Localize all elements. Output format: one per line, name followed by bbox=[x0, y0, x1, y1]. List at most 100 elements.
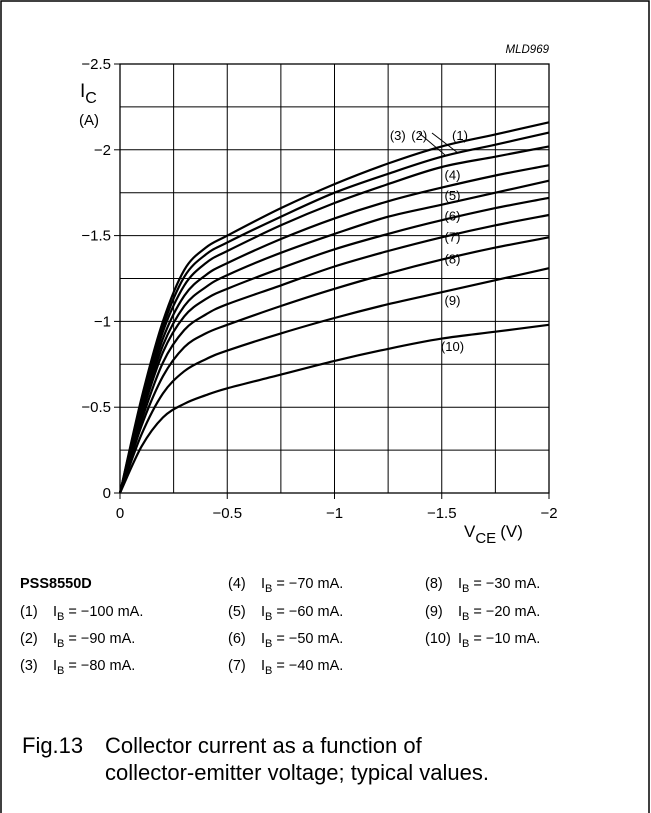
legend-sub: B bbox=[462, 583, 469, 595]
curve-4 bbox=[118, 164, 550, 494]
curve-label: (7) bbox=[445, 229, 461, 244]
legend-text: IB = −20 mA. bbox=[458, 604, 540, 623]
legend-number: (7) bbox=[228, 658, 246, 674]
curve-labels: (3) (2) (1) (4) (5) (6) (7) (8) (9) (10) bbox=[390, 128, 468, 354]
x-tick-label: −1.5 bbox=[427, 505, 457, 522]
legend-value: = −70 mA. bbox=[272, 576, 343, 592]
legend-var: I bbox=[53, 604, 57, 620]
legend-value: = −90 mA. bbox=[64, 631, 135, 647]
legend-var: I bbox=[458, 604, 462, 620]
legend-var: I bbox=[261, 658, 265, 674]
legend-sub: B bbox=[57, 665, 64, 677]
curve-5 bbox=[118, 179, 550, 494]
curve-7 bbox=[118, 213, 550, 494]
legend-var: I bbox=[53, 658, 57, 674]
caption-line-1: Collector current as a function of bbox=[105, 733, 423, 758]
legend-entry: (9) IB = −20 mA. bbox=[425, 604, 540, 623]
legend-number: (4) bbox=[228, 576, 246, 592]
leader-line-2 bbox=[431, 132, 459, 154]
legend-number: (8) bbox=[425, 576, 443, 592]
legend-sub: B bbox=[265, 665, 272, 677]
legend-value: = −80 mA. bbox=[64, 658, 135, 674]
legend-entry: (1) IB = −100 mA. bbox=[20, 604, 143, 623]
legend-var: I bbox=[261, 576, 265, 592]
x-tick-label: −1 bbox=[326, 505, 343, 522]
legend-entry: (2) IB = −90 mA. bbox=[20, 631, 135, 650]
x-axis-label: VCE (V) bbox=[464, 522, 523, 547]
legend-value: = −50 mA. bbox=[272, 631, 343, 647]
curve-2 bbox=[118, 131, 550, 494]
legend-text: IB = −80 mA. bbox=[53, 658, 135, 677]
legend-entry: (8) IB = −30 mA. bbox=[425, 576, 540, 595]
curve-label: (1) bbox=[452, 128, 468, 143]
chart-grid bbox=[120, 64, 549, 493]
legend-entry: (10) IB = −10 mA. bbox=[425, 631, 540, 650]
curve-label: (6) bbox=[445, 209, 461, 224]
y-axis-label-main: I bbox=[80, 81, 85, 102]
legend-value: = −20 mA. bbox=[469, 604, 540, 620]
legend-text: IB = −70 mA. bbox=[261, 576, 343, 595]
legend-value: = −40 mA. bbox=[272, 658, 343, 674]
x-axis-label-main: V bbox=[464, 522, 476, 541]
y-axis-label: IC bbox=[80, 81, 97, 107]
curve-label: (2) bbox=[411, 128, 427, 143]
legend-text: IB = −50 mA. bbox=[261, 631, 343, 650]
chart-series bbox=[118, 121, 550, 494]
leader-line-3 bbox=[418, 132, 446, 156]
legend-value: = −30 mA. bbox=[469, 576, 540, 592]
caption-number: Fig.13 bbox=[22, 733, 83, 758]
legend-sub: B bbox=[57, 638, 64, 650]
legend-text: IB = −100 mA. bbox=[53, 604, 143, 623]
legend-number: (3) bbox=[20, 658, 38, 674]
curve-8 bbox=[118, 236, 550, 494]
legend-entry: (7) IB = −40 mA. bbox=[228, 658, 343, 677]
curve-1 bbox=[118, 121, 550, 494]
legend: (1) IB = −100 mA.(2) IB = −90 mA.(3) IB = −… bbox=[20, 576, 540, 677]
legend-value: = −60 mA. bbox=[272, 604, 343, 620]
legend-entry: (6) IB = −50 mA. bbox=[228, 631, 343, 650]
curve-label: (3) bbox=[390, 128, 406, 143]
legend-var: I bbox=[261, 631, 265, 647]
y-tick-label: −0.5 bbox=[81, 399, 111, 416]
legend-text: IB = −60 mA. bbox=[261, 604, 343, 623]
legend-text: IB = −40 mA. bbox=[261, 658, 343, 677]
legend-entry: (5) IB = −60 mA. bbox=[228, 604, 343, 623]
y-tick-label: 0 bbox=[103, 485, 111, 502]
curve-6 bbox=[118, 196, 550, 494]
legend-var: I bbox=[458, 576, 462, 592]
legend-text: IB = −90 mA. bbox=[53, 631, 135, 650]
curve-3 bbox=[118, 145, 550, 494]
legend-entry: (3) IB = −80 mA. bbox=[20, 658, 135, 677]
legend-value: = −10 mA. bbox=[469, 631, 540, 647]
legend-sub: B bbox=[462, 611, 469, 623]
legend-number: (9) bbox=[425, 604, 443, 620]
curve-label: (8) bbox=[445, 252, 461, 267]
curve-label: (4) bbox=[445, 168, 461, 183]
legend-number: (10) bbox=[425, 631, 451, 647]
y-tick-label: −1.5 bbox=[81, 228, 111, 245]
curve-label: (10) bbox=[441, 339, 464, 354]
legend-var: I bbox=[261, 604, 265, 620]
curve-label: (5) bbox=[445, 188, 461, 203]
legend-number: (1) bbox=[20, 604, 38, 620]
curve-label: (9) bbox=[445, 293, 461, 308]
x-tick-label: −2 bbox=[540, 505, 557, 522]
device-name: PSS8550D bbox=[20, 576, 92, 592]
legend-var: I bbox=[458, 631, 462, 647]
x-axis-label-sub: CE bbox=[475, 530, 496, 547]
x-tick-label: 0 bbox=[116, 505, 124, 522]
axis-ticks: 0 −0.5 −1 −1.5 −2 0 −0.5 −1 −1.5 −2 −2.5 bbox=[81, 56, 557, 522]
caption-line-2: collector-emitter voltage; typical value… bbox=[105, 760, 489, 785]
legend-var: I bbox=[53, 631, 57, 647]
legend-text: IB = −10 mA. bbox=[458, 631, 540, 650]
y-tick-label: −1 bbox=[94, 313, 111, 330]
x-tick-label: −0.5 bbox=[212, 505, 242, 522]
legend-sub: B bbox=[265, 611, 272, 623]
legend-text: IB = −30 mA. bbox=[458, 576, 540, 595]
y-tick-label: −2 bbox=[94, 142, 111, 159]
curve-9 bbox=[118, 267, 550, 494]
y-axis-unit: (A) bbox=[79, 112, 99, 129]
figure-code: MLD969 bbox=[506, 44, 550, 56]
